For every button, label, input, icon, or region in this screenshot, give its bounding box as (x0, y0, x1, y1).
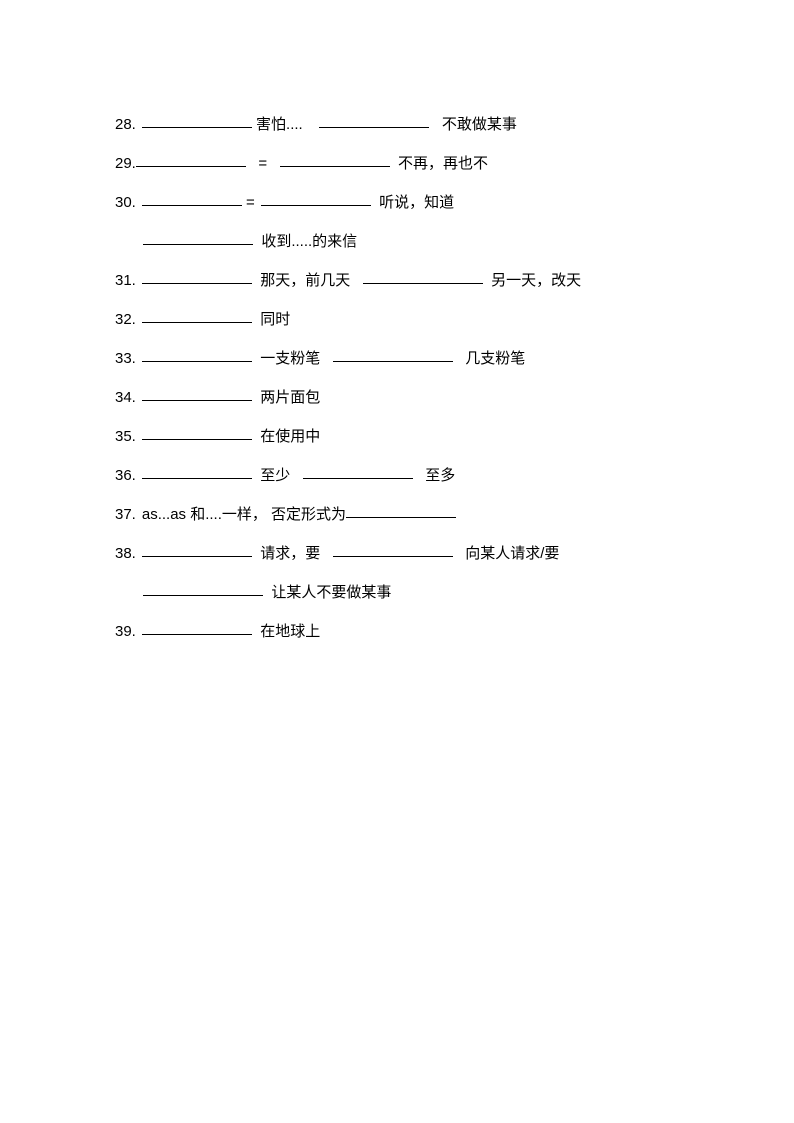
text: 几支粉笔 (465, 350, 525, 367)
blank[interactable] (142, 268, 252, 285)
text: 收到.....的来信 (261, 233, 357, 250)
item-number: 37. (115, 506, 136, 523)
item-number: 34. (115, 389, 136, 406)
text: = (258, 155, 267, 172)
line-32: 32. 同时 (115, 300, 679, 339)
blank[interactable] (142, 385, 252, 402)
text: 向某人请求/要 (465, 545, 559, 562)
text: 至少 (260, 467, 290, 484)
line-28: 28. 害怕.... 不敢做某事 (115, 105, 679, 144)
blank[interactable] (363, 268, 483, 285)
line-30a: 30. = 听说，知道 (115, 183, 679, 222)
line-38a: 38. 请求，要 向某人请求/要 (115, 534, 679, 573)
item-number: 29. (115, 155, 136, 172)
item-number: 28. (115, 116, 136, 133)
item-number: 39. (115, 623, 136, 640)
blank[interactable] (333, 541, 453, 558)
text: 在使用中 (260, 428, 320, 445)
blank[interactable] (142, 424, 252, 441)
blank[interactable] (142, 112, 252, 129)
line-29: 29. = 不再，再也不 (115, 144, 679, 183)
blank[interactable] (142, 307, 252, 324)
text: 让某人不要做某事 (271, 584, 391, 601)
text: 另一天，改天 (491, 272, 581, 289)
blank[interactable] (143, 580, 263, 597)
text: 请求，要 (260, 545, 320, 562)
text: 害怕.... (256, 116, 303, 133)
text: 至多 (425, 467, 455, 484)
line-36: 36. 至少 至多 (115, 456, 679, 495)
line-38b: 让某人不要做某事 (143, 573, 679, 612)
line-33: 33. 一支粉笔 几支粉笔 (115, 339, 679, 378)
blank[interactable] (143, 229, 253, 246)
text: = (246, 194, 255, 211)
blank[interactable] (142, 541, 252, 558)
line-39: 39. 在地球上 (115, 612, 679, 651)
item-number: 31. (115, 272, 136, 289)
text: 那天，前几天 (260, 272, 350, 289)
text: 同时 (260, 311, 290, 328)
worksheet-content: 28. 害怕.... 不敢做某事 29. = 不再，再也不 30. = 听说，知… (115, 105, 679, 651)
text: 在地球上 (260, 623, 320, 640)
item-number: 33. (115, 350, 136, 367)
text: 听说，知道 (379, 194, 454, 211)
blank[interactable] (280, 151, 390, 168)
line-35: 35. 在使用中 (115, 417, 679, 456)
blank[interactable] (142, 463, 252, 480)
blank[interactable] (142, 619, 252, 636)
blank[interactable] (303, 463, 413, 480)
item-number: 35. (115, 428, 136, 445)
text: as...as 和....一样， 否定形式为 (142, 506, 346, 523)
line-34: 34. 两片面包 (115, 378, 679, 417)
blank[interactable] (261, 190, 371, 207)
blank[interactable] (142, 346, 252, 363)
blank[interactable] (142, 190, 242, 207)
item-number: 38. (115, 545, 136, 562)
line-31: 31. 那天，前几天 另一天，改天 (115, 261, 679, 300)
blank[interactable] (319, 112, 429, 129)
text: 不敢做某事 (442, 116, 517, 133)
item-number: 30. (115, 194, 136, 211)
blank[interactable] (136, 151, 246, 168)
text: 一支粉笔 (260, 350, 320, 367)
blank[interactable] (346, 502, 456, 519)
line-37: 37. as...as 和....一样， 否定形式为 (115, 495, 679, 534)
item-number: 36. (115, 467, 136, 484)
text: 不再，再也不 (398, 155, 488, 172)
item-number: 32. (115, 311, 136, 328)
blank[interactable] (333, 346, 453, 363)
line-30b: 收到.....的来信 (143, 222, 679, 261)
text: 两片面包 (260, 389, 320, 406)
